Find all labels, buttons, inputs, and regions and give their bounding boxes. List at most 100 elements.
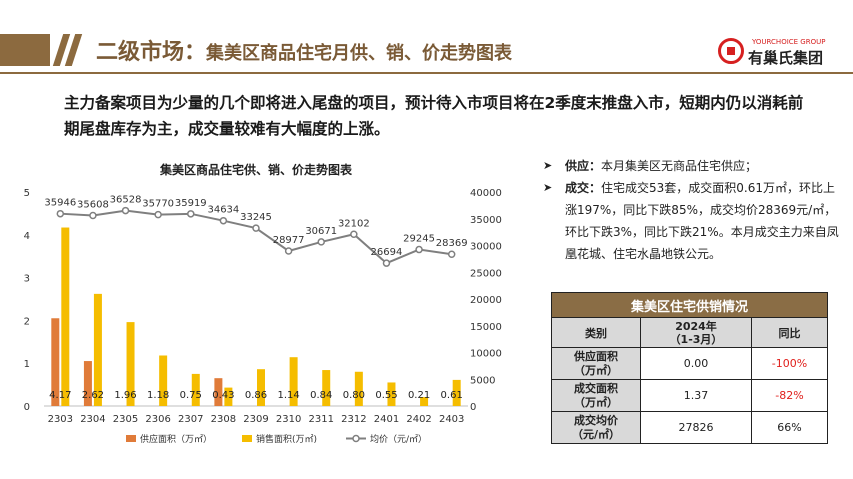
bar-sales [191, 373, 200, 406]
price-point [350, 230, 358, 239]
y-right-tick-label: 40000 [470, 188, 502, 199]
price-data-label: 35919 [175, 198, 207, 209]
price-data-label: 34634 [207, 205, 239, 216]
price-data-label: 35946 [44, 198, 76, 209]
table-row: 供应面积 （万㎡） 0.00 -100% [551, 347, 828, 380]
sales-data-label: 1.18 [147, 390, 169, 401]
table-row: 成交面积 （万㎡） 1.37 -82% [551, 379, 828, 412]
bar-sales [354, 371, 363, 406]
bullet-arrow-icon: ➤ [543, 159, 553, 172]
y-right-tick-label: 30000 [470, 242, 502, 253]
price-data-label: 26694 [371, 247, 403, 258]
x-tick-label: 2403 [439, 414, 464, 425]
row-yoy: -82% [751, 379, 828, 412]
company-logo: YOURCHOICE GROUP 有巢氏集团 [718, 38, 838, 68]
row-yoy: -100% [751, 347, 828, 380]
y-right-tick-label: 5000 [470, 375, 495, 386]
price-data-label: 29245 [403, 234, 435, 245]
y-right-tick-label: 20000 [470, 295, 502, 306]
x-tick-label: 2309 [243, 414, 268, 425]
price-data-label: 35770 [142, 199, 174, 210]
price-point [219, 216, 228, 225]
bar-sales [93, 293, 102, 406]
x-tick-label: 2308 [211, 414, 236, 425]
bar-sales [159, 355, 168, 406]
bar-sales [420, 397, 429, 406]
logo-chinese: 有巢氏集团 [748, 49, 824, 67]
row-label: 成交均价 （元/㎡） [551, 411, 641, 444]
header-accent-bar [0, 34, 50, 66]
price-point [447, 250, 456, 258]
x-tick-label: 2311 [309, 414, 334, 425]
table-caption: 集美区住宅供销情况 [551, 292, 828, 318]
y-right-tick-label: 0 [470, 402, 476, 413]
supply-sales-table: 集美区住宅供销情况 类别 2024年 （1-3月） 同比 供应面积 （万㎡） 0… [551, 292, 828, 444]
y-left-tick-label: 5 [24, 188, 30, 199]
bar-sales [224, 387, 233, 406]
x-tick-label: 2303 [48, 414, 73, 425]
bar-sales [126, 322, 135, 406]
price-point [252, 224, 260, 232]
y-right-tick-label: 15000 [470, 322, 502, 333]
x-tick-label: 2402 [406, 414, 431, 425]
sales-data-label: 1.14 [277, 390, 299, 401]
header-divider [0, 72, 853, 74]
bullet-supply-label: 供应： [565, 159, 602, 173]
bar-sales [289, 357, 298, 406]
page-header: 二级市场：集美区商品住宅月供、销、价走势图表 YOURCHOICE GROUP … [0, 28, 853, 74]
summary-bullets: ➤ 供应：本月集美区无商品住宅供应； ➤ 成交：住宅成交53套，成交面积0.61… [543, 155, 843, 265]
y-left-tick-label: 2 [24, 316, 30, 327]
sales-data-label: 0.80 [343, 390, 365, 401]
sales-data-label: 0.75 [180, 390, 202, 401]
row-value: 27826 [640, 411, 752, 444]
page-title-main: 二级市场： [96, 40, 207, 65]
price-data-label: 28369 [436, 238, 468, 249]
legend-label-supply: 供应面积（万㎡） [140, 433, 212, 445]
bar-sales [322, 370, 331, 406]
logo-mark-icon [718, 38, 744, 64]
table-header-yoy: 同比 [751, 317, 828, 348]
sales-data-label: 0.61 [441, 390, 463, 401]
table-header-category: 类别 [551, 317, 641, 348]
price-point [89, 211, 97, 220]
row-value: 0.00 [640, 347, 752, 380]
sales-data-label: 0.21 [408, 390, 430, 401]
bar-supply [214, 378, 223, 406]
row-yoy: 66% [751, 411, 828, 444]
lead-paragraph: 主力备案项目为少量的几个即将进入尾盘的项目，预计待入市项目将在2季度末推盘入市，… [64, 94, 804, 138]
x-tick-label: 2401 [374, 414, 399, 425]
price-point [154, 210, 162, 219]
y-left-tick-label: 0 [24, 402, 30, 413]
bullet-supply-text: 本月集美区无商品住宅供应； [601, 159, 758, 173]
legend-label-price: 均价（元/㎡） [370, 433, 427, 445]
price-data-label: 30671 [305, 226, 337, 237]
page-title-sub: 集美区商品住宅月供、销、价走势图表 [206, 43, 513, 64]
price-data-label: 35608 [77, 199, 109, 210]
bar-sales [387, 382, 396, 406]
price-point [317, 238, 325, 246]
logo-english: YOURCHOICE GROUP [752, 38, 826, 46]
legend-swatch-supply [126, 435, 136, 442]
bullet-deal: ➤ 成交：住宅成交53套，成交面积0.61万㎡，环比上涨197%，同比下跌85%… [543, 177, 843, 265]
price-point [121, 206, 130, 215]
y-left-tick-label: 4 [24, 231, 30, 242]
x-tick-label: 2304 [80, 414, 105, 425]
bar-sales [61, 227, 70, 406]
price-data-label: 33245 [240, 212, 272, 223]
bullet-deal-label: 成交： [565, 181, 602, 195]
bullet-arrow-icon: ➤ [543, 181, 553, 194]
bar-sales [257, 369, 265, 406]
y-left-tick-label: 1 [24, 359, 30, 370]
y-right-tick-label: 35000 [470, 215, 502, 226]
legend-label-sales: 销售面积(万㎡) [256, 433, 317, 445]
table-header-period: 2024年 （1-3月） [640, 317, 752, 348]
legend-swatch-sales [242, 435, 252, 442]
sales-data-label: 0.86 [245, 390, 267, 401]
sales-data-label: 0.43 [212, 390, 234, 401]
sales-data-label: 0.84 [310, 390, 332, 401]
y-left-tick-label: 3 [24, 274, 30, 285]
price-point [187, 210, 195, 218]
sales-data-label: 4.17 [49, 390, 71, 401]
sales-data-label: 0.55 [375, 390, 397, 401]
x-tick-label: 2312 [341, 414, 366, 425]
